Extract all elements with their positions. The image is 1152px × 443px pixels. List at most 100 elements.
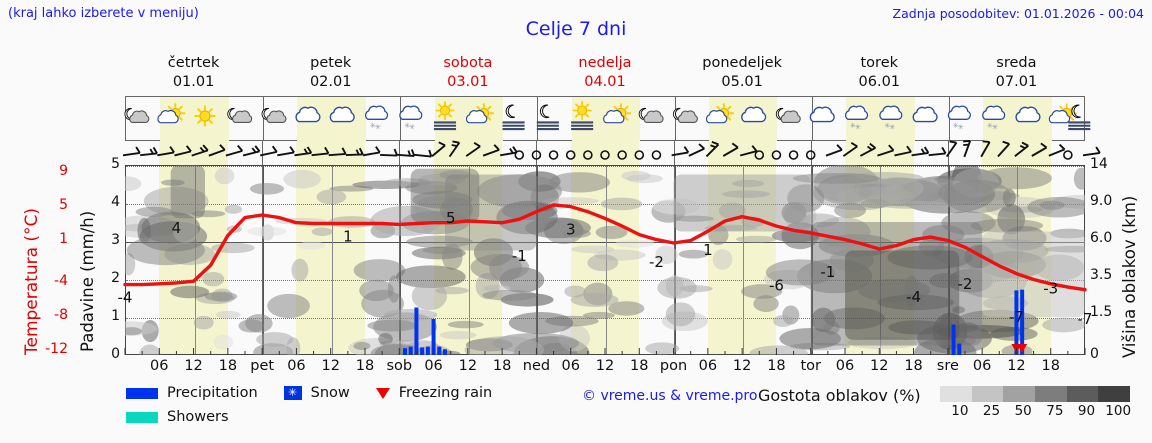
day-name: torek bbox=[860, 55, 899, 71]
hour-label: pet bbox=[250, 358, 275, 374]
weather-icon-band bbox=[125, 96, 1085, 142]
gridline-vertical bbox=[331, 166, 333, 354]
cloud-height-tick: 14 bbox=[1090, 156, 1108, 172]
cloud-height-tick: 6.0 bbox=[1090, 230, 1113, 247]
snow-icon: ✳ bbox=[283, 386, 302, 400]
day-name: ponedeljek bbox=[702, 55, 782, 71]
precipitation-swatch bbox=[126, 387, 158, 399]
daylight-band bbox=[160, 97, 229, 142]
cloud-density-swatch bbox=[1098, 386, 1131, 402]
credit-link[interactable]: © vreme.us & vreme.pro bbox=[582, 388, 758, 404]
freezing-rain-icon bbox=[375, 387, 390, 399]
temperature-axis-label: Temperatura (°C) bbox=[22, 207, 42, 355]
hour-label: 18 bbox=[904, 358, 923, 374]
hour-label: 06 bbox=[561, 358, 580, 374]
gridline-horizontal bbox=[126, 280, 1084, 281]
cloud-height-tick: 1.5 bbox=[1090, 304, 1113, 321]
day-name: petek bbox=[310, 55, 352, 71]
gridline-horizontal bbox=[126, 166, 1084, 167]
day-header-5: ponedeljek 05.01 bbox=[674, 54, 811, 92]
day-separator bbox=[674, 97, 676, 142]
showers-swatch bbox=[126, 411, 158, 423]
daylight-band bbox=[845, 141, 914, 165]
location-hint: (kraj lahko izberete v meniju) bbox=[8, 6, 199, 21]
gridline-vertical bbox=[880, 166, 882, 354]
gridline-vertical bbox=[606, 166, 607, 354]
day-header-row: četrtek 01.01 petek 02.01 sobota 03.01 nedelja… bbox=[125, 54, 1085, 96]
day-header-4: nedelja 04.01 bbox=[536, 54, 673, 92]
hour-label: 12 bbox=[321, 358, 340, 374]
temperature-axis-ticks: 9 5 1 -4 -8 -12 bbox=[40, 162, 68, 357]
gridline-vertical bbox=[1017, 166, 1019, 354]
precipitation-axis-label: Padavine (mm/h) bbox=[78, 210, 97, 352]
hour-label: 12 bbox=[184, 358, 203, 374]
page-title: Celje 7 dni bbox=[525, 18, 627, 40]
day-boundary-line bbox=[674, 166, 676, 354]
day-date: 02.01 bbox=[309, 74, 352, 90]
day-header-1: četrtek 01.01 bbox=[125, 54, 262, 92]
temperature-tick: 9 bbox=[59, 162, 68, 179]
day-boundary-line bbox=[948, 166, 950, 354]
gridline-vertical bbox=[194, 166, 196, 354]
legend-showers-label: Showers bbox=[167, 409, 229, 425]
cloud-density-tick: 50 bbox=[1014, 403, 1032, 419]
day-separator bbox=[263, 97, 265, 142]
day-header-2: petek 02.01 bbox=[262, 54, 399, 92]
hour-label: 12 bbox=[732, 358, 752, 374]
hour-label: 18 bbox=[492, 358, 512, 374]
gridline-horizontal bbox=[126, 242, 1084, 243]
cloud-density-tick: 25 bbox=[982, 403, 1001, 419]
precipitation-tick: 4 bbox=[111, 194, 120, 210]
legend-freezing-rain-label: Freezing rain bbox=[398, 385, 493, 401]
day-header-3: sobota 03.01 bbox=[399, 54, 536, 92]
day-date: 05.01 bbox=[721, 74, 763, 90]
day-boundary-line bbox=[263, 166, 265, 354]
cloud-density-title: Gostota oblakov (%) bbox=[758, 386, 921, 405]
cloud-height-axis-label: Višina oblakov (km) bbox=[1120, 195, 1139, 358]
hour-label: 18 bbox=[1041, 358, 1060, 374]
hour-label: ned bbox=[522, 358, 551, 374]
hour-label: 18 bbox=[218, 358, 238, 374]
legend-snow-label: Snow bbox=[310, 385, 350, 401]
legend: Precipitation ✳ Snow Freezing rain Showe… bbox=[126, 385, 606, 441]
precipitation-tick: 2 bbox=[111, 270, 120, 286]
cloud-density-tick: 75 bbox=[1046, 403, 1064, 419]
daylight-band bbox=[296, 141, 365, 165]
daylight-band bbox=[846, 97, 915, 142]
hour-label: sob bbox=[386, 358, 413, 374]
precipitation-tick: 5 bbox=[111, 156, 120, 172]
precipitation-tick: 1 bbox=[111, 308, 120, 324]
day-separator bbox=[811, 97, 813, 142]
day-separator bbox=[536, 141, 538, 165]
day-header-6: torek 06.01 bbox=[811, 54, 948, 92]
gridline-horizontal bbox=[126, 204, 1084, 205]
hour-label: 06 bbox=[287, 358, 306, 374]
day-name: nedelja bbox=[578, 55, 632, 71]
gridline-horizontal bbox=[126, 318, 1084, 319]
cloud-density-swatch bbox=[940, 386, 972, 402]
hour-label: 06 bbox=[698, 358, 718, 374]
temperature-tick: -8 bbox=[54, 306, 68, 323]
day-separator bbox=[673, 141, 675, 165]
daylight-band bbox=[159, 141, 228, 165]
cloud-density-swatch bbox=[971, 386, 1004, 402]
day-name: četrtek bbox=[167, 55, 220, 71]
day-boundary-line bbox=[400, 166, 402, 354]
hour-label: 06 bbox=[150, 358, 169, 374]
precipitation-axis-ticks: 5 4 3 2 1 0 bbox=[92, 156, 120, 362]
hour-label: 12 bbox=[1007, 358, 1026, 374]
temperature-tick: -12 bbox=[45, 340, 68, 357]
daylight-band bbox=[297, 97, 366, 142]
cloud-density-swatch bbox=[1003, 386, 1036, 402]
day-boundary-line bbox=[537, 166, 539, 354]
temperature-tick: -4 bbox=[54, 273, 68, 290]
plot-axes bbox=[125, 165, 1085, 355]
hour-label: pon bbox=[659, 358, 688, 374]
daylight-band bbox=[707, 141, 777, 165]
hour-label: 12 bbox=[870, 358, 889, 374]
cloud-height-tick: 0 bbox=[1090, 346, 1099, 362]
hour-label: 06 bbox=[835, 358, 855, 374]
day-boundary-line bbox=[811, 166, 813, 354]
cloud-density-tick: 100 bbox=[1105, 403, 1132, 419]
